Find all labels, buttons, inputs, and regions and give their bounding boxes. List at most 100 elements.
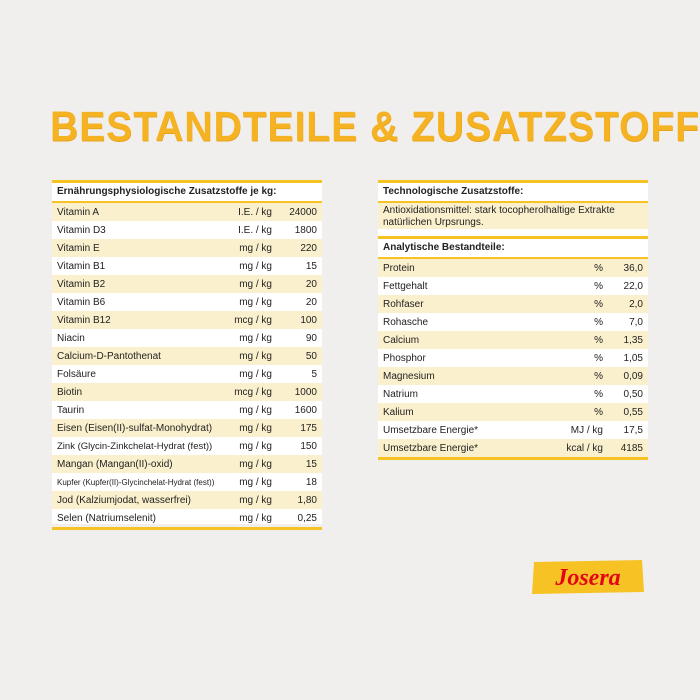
row-unit: mcg / kg [234,386,272,398]
nutritional-additives-table: Ernährungsphysiologische Zusatzstoffe je… [52,180,322,530]
row-value: 90 [305,332,317,344]
row-value: 18 [305,476,317,488]
table-header: Ernährungsphysiologische Zusatzstoffe je… [52,183,322,203]
table-row: Biotin mcg / kg 1000 [52,383,322,401]
page-title: BESTANDTEILE & ZUSATZSTOFFE [50,104,700,151]
row-unit: mg / kg [239,368,272,380]
row-name: Phosphor [383,352,426,364]
table-row: Vitamin B12 mcg / kg 100 [52,311,322,329]
row-unit: mg / kg [239,278,272,290]
table-row: Phosphor% 1,05 [378,349,648,367]
row-name: Eisen (Eisen(II)-sulfat-Monohydrat) [57,422,213,434]
table-row: Magnesium% 0,09 [378,367,648,385]
row-unit: mg / kg [239,242,272,254]
table-row: Umsetzbare Energie* kcal / kg 4185 [378,439,648,457]
row-name: Zink (Glycin-Zinkchelat-Hydrat (fest)) [57,440,213,452]
row-value: 4185 [620,442,643,454]
row-value: 20 [305,278,317,290]
row-value: 1,80 [297,494,317,506]
table-row: Calcium% 1,35 [378,331,648,349]
technological-additives-text: Antioxidationsmittel: stark tocopherolha… [378,203,648,229]
row-unit: mg / kg [239,404,272,416]
table-row: Umsetzbare Energie* MJ / kg 17,5 [378,421,648,439]
row-name: Vitamin B12 [57,314,111,326]
row-name: Magnesium [383,370,435,382]
row-unit: I.E. / kg [238,224,272,236]
row-value: 2,0 [629,298,643,310]
row-value: 175 [300,422,317,434]
row-value: 1,35 [623,334,643,346]
row-unit: MJ / kg [570,424,603,436]
row-name: Niacin [57,332,85,344]
row-name: Umsetzbare Energie* [383,442,479,454]
row-name: Calcium-D-Pantothenat [57,350,161,362]
row-unit: % [594,352,603,364]
table-row: Vitamin B6 mg / kg 20 [52,293,322,311]
row-unit: mg / kg [239,494,272,506]
table-row: Vitamin D3 I.E. / kg 1800 [52,221,322,239]
table-row: Eisen (Eisen(II)-sulfat-Monohydrat) mg / … [52,419,322,437]
row-name: Biotin [57,386,83,398]
row-unit: % [594,334,603,346]
row-unit: mg / kg [239,422,272,434]
table-bottom-rule [52,527,322,530]
table-bottom-rule [378,457,648,460]
row-name: Taurin [57,404,85,416]
row-unit: mg / kg [239,332,272,344]
row-name: Rohfaser [383,298,424,310]
row-unit: mg / kg [239,440,272,452]
row-value: 1000 [294,386,317,398]
analytical-constituents-table: Analytische Bestandteile: Protein% 36,0 Fe… [378,236,648,460]
table-header: Analytische Bestandteile: [378,239,648,259]
josera-logo: Josera [530,558,646,596]
row-name: Mangan (Mangan(II)-oxid) [57,458,173,470]
table-row: Jod (Kalziumjodat, wasserfrei) mg / kg 1,8… [52,491,322,509]
table-row: Niacin mg / kg 90 [52,329,322,347]
row-value: 0,25 [297,512,317,524]
row-value: 1600 [294,404,317,416]
row-unit: mcg / kg [234,314,272,326]
row-name: Vitamin B2 [57,278,106,290]
row-unit: mg / kg [239,260,272,272]
table-row: Folsäure mg / kg 5 [52,365,322,383]
row-value: 5 [311,368,317,380]
row-unit: % [594,298,603,310]
table-row: Vitamin B2 mg / kg 20 [52,275,322,293]
row-unit: I.E. / kg [238,206,272,218]
table-row: Calcium-D-Pantothenat mg / kg 50 [52,347,322,365]
row-unit: % [594,370,603,382]
table-body: Protein% 36,0 Fettgehalt% 22,0 Rohfaser% 2,0 R… [378,259,648,457]
row-value: 150 [300,440,317,452]
row-unit: % [594,262,603,274]
row-unit: % [594,280,603,292]
row-value: 22,0 [623,280,643,292]
row-value: 15 [305,458,317,470]
row-value: 0,55 [623,406,643,418]
row-name: Kupfer (Kupfer(II)-Glycinchelat-Hydrat (… [57,477,214,487]
row-value: 1,05 [623,352,643,364]
row-name: Jod (Kalziumjodat, wasserfrei) [57,494,191,506]
row-value: 17,5 [623,424,643,436]
table-row: Vitamin E mg / kg 220 [52,239,322,257]
row-name: Vitamin D3 [57,224,106,236]
row-unit: mg / kg [239,476,272,488]
row-value: 100 [300,314,317,326]
row-value: 0,50 [623,388,643,400]
row-unit: mg / kg [239,458,272,470]
table-row: Kalium% 0,55 [378,403,648,421]
row-unit: % [594,388,603,400]
technological-additives-box: Technologische Zusatzstoffe: Antioxidati… [378,180,648,239]
row-value: 0,09 [623,370,643,382]
row-value: 20 [305,296,317,308]
table-row: Mangan (Mangan(II)-oxid) mg / kg 15 [52,455,322,473]
row-name: Selen (Natriumselenit) [57,512,156,524]
table-row: Vitamin B1 mg / kg 15 [52,257,322,275]
row-name: Fettgehalt [383,280,428,292]
row-value: 220 [300,242,317,254]
row-unit: kcal / kg [566,442,603,454]
box-header: Technologische Zusatzstoffe: [378,183,648,203]
table-top-rule [52,180,322,183]
row-name: Vitamin E [57,242,100,254]
row-name: Vitamin A [57,206,100,218]
table-row: Zink (Glycin-Zinkchelat-Hydrat (fest)) mg… [52,437,322,455]
